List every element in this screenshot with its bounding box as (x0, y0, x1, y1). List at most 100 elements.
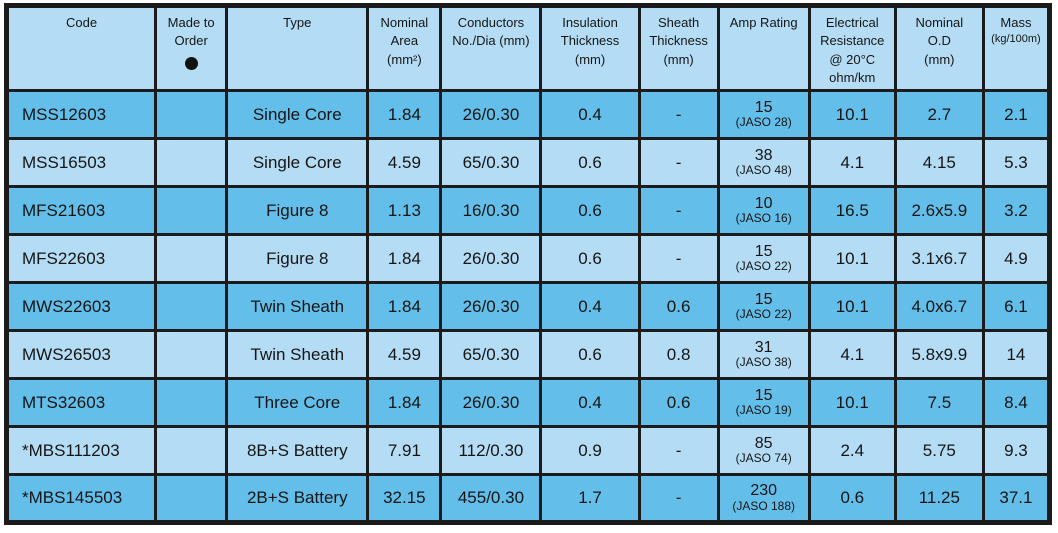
cell-type: Twin Sheath (225, 281, 370, 332)
amp-value: 15 (754, 242, 773, 260)
cell-conductors: 26/0.30 (439, 281, 543, 332)
cell-sheath: 0.6 (637, 377, 720, 428)
cell-code: MFS21603 (4, 185, 158, 236)
cell-code: MWS22603 (4, 281, 158, 332)
cell-resistance: 4.1 (807, 137, 897, 188)
table-body: MSS12603 Single Core 1.84 26/0.30 0.4-15 (JAS… (4, 89, 1052, 524)
cell-insulation: 0.4 (539, 89, 641, 140)
cable-spec-table-wrap: Code Made to Order Type Nominal Area (mm²) Cond… (4, 3, 1052, 525)
cell-insulation: 0.6 (539, 329, 641, 380)
cell-sheath: - (637, 137, 720, 188)
table-row: *MBS145503 2B+S Battery 32.15 455/0.30 1.7- 2… (4, 473, 1052, 524)
cell-nominal-area: 4.59 (366, 137, 443, 188)
cell-sheath: 0.6 (637, 281, 720, 332)
cell-nominal-area: 4.59 (366, 329, 443, 380)
header-line: Insulation (562, 15, 618, 30)
header-line: Conductors (457, 15, 525, 30)
cell-resistance: 10.1 (807, 233, 897, 284)
table-row: MSS12603 Single Core 1.84 26/0.30 0.4-15 (JAS… (4, 89, 1052, 140)
cell-od: 2.7 (893, 89, 985, 140)
amp-value: 38 (754, 146, 773, 164)
cell-code: MFS22603 (4, 233, 158, 284)
cell-mass: 5.3 (981, 137, 1052, 188)
header-line: (mm) (574, 51, 606, 67)
table-row: *MBS111203 8B+S Battery 7.91 112/0.30 0.9-85… (4, 425, 1052, 476)
cell-mass: 14 (981, 329, 1052, 380)
column-header-insulation: Insulation Thickness (mm) (539, 4, 641, 92)
cell-nominal-area: 1.84 (366, 89, 443, 140)
cell-od: 7.5 (893, 377, 985, 428)
cell-resistance: 16.5 (807, 185, 897, 236)
cell-insulation: 0.4 (539, 281, 641, 332)
cell-insulation: 0.6 (539, 233, 641, 284)
cell-conductors: 455/0.30 (439, 473, 543, 524)
table-row: MFS21603 Figure 8 1.13 16/0.30 0.6-10 (JASO 1… (4, 185, 1052, 236)
table-row: MFS22603 Figure 8 1.84 26/0.30 0.6-15 (JASO 2… (4, 233, 1052, 284)
cell-nominal-area: 32.15 (366, 473, 443, 524)
cell-conductors: 65/0.30 (439, 329, 543, 380)
header-line: Type (283, 15, 312, 30)
table-header: Code Made to Order Type Nominal Area (mm²) Cond… (4, 4, 1052, 92)
amp-jaso-note: (JASO 38) (735, 355, 792, 370)
cable-spec-table: Code Made to Order Type Nominal Area (mm²) Cond… (4, 3, 1052, 525)
cell-resistance: 10.1 (807, 377, 897, 428)
cell-type: Single Core (225, 89, 370, 140)
header-line: @ 20°C (829, 51, 876, 67)
column-header-mass: Mass (kg/100m) (981, 4, 1052, 92)
cell-made-to-order (154, 473, 229, 524)
cell-resistance: 10.1 (807, 89, 897, 140)
table-row: MTS32603 Three Core 1.84 26/0.30 0.4 0.6 15 (JA… (4, 377, 1052, 428)
table-row: MWS26503 Twin Sheath 4.59 65/0.30 0.6 0.8 31 (J… (4, 329, 1052, 380)
header-line: (mm) (663, 51, 694, 67)
column-header-resistance: Electrical Resistance @ 20°C ohm/km (807, 4, 897, 92)
cell-nominal-area: 1.13 (366, 185, 443, 236)
header-line: Electrical (825, 15, 879, 30)
cell-type: Single Core (225, 137, 370, 188)
cell-made-to-order (154, 281, 229, 332)
cell-code: *MBS145503 (4, 473, 158, 524)
column-header-code: Code (4, 4, 158, 92)
column-header-od: Nominal O.D (mm) (893, 4, 985, 92)
column-header-conductors: Conductors No./Dia (mm) (439, 4, 543, 92)
cell-insulation: 0.6 (539, 185, 641, 236)
header-line: Resistance (820, 33, 885, 49)
column-header-amp: Amp Rating (716, 4, 811, 92)
amp-value: 230 (750, 482, 778, 500)
cell-mass: 8.4 (981, 377, 1052, 428)
table-row: MWS22603 Twin Sheath 1.84 26/0.30 0.4 0.6 15 (J… (4, 281, 1052, 332)
amp-jaso-note: (JASO 188) (732, 498, 796, 513)
header-line: Made to (167, 15, 215, 30)
column-header-made_to_order: Made to Order (154, 4, 229, 92)
cell-od: 5.75 (893, 425, 985, 476)
amp-value: 85 (754, 434, 773, 452)
cell-od: 2.6x5.9 (893, 185, 985, 236)
column-header-type: Type (225, 4, 370, 92)
header-line: No./Dia (mm) (452, 33, 530, 49)
header-line: Nominal (915, 15, 964, 30)
cell-type: Three Core (225, 377, 370, 428)
cell-code: *MBS111203 (4, 425, 158, 476)
cell-type: 2B+S Battery (225, 473, 370, 524)
cell-od: 4.0x6.7 (893, 281, 985, 332)
cell-insulation: 0.9 (539, 425, 641, 476)
cell-mass: 4.9 (981, 233, 1052, 284)
header-line: Area (390, 33, 419, 49)
cell-nominal-area: 1.84 (366, 377, 443, 428)
cell-mass: 9.3 (981, 425, 1052, 476)
cell-type: Twin Sheath (225, 329, 370, 380)
cell-made-to-order (154, 185, 229, 236)
cell-od: 3.1x6.7 (893, 233, 985, 284)
amp-jaso-note: (JASO 19) (735, 403, 792, 418)
cell-sheath: - (637, 473, 720, 524)
cell-conductors: 65/0.30 (439, 137, 543, 188)
cell-code: MWS26503 (4, 329, 158, 380)
cell-sheath: - (637, 89, 720, 140)
header-line: Thickness (560, 33, 620, 49)
header-line: O.D (927, 33, 951, 49)
column-header-sheath: Sheath Thickness (mm) (637, 4, 720, 92)
cell-sheath: - (637, 185, 720, 236)
cell-insulation: 1.7 (539, 473, 641, 524)
amp-value: 15 (754, 386, 773, 404)
made-to-order-bullet-icon (184, 56, 198, 70)
header-line: (mm²) (387, 51, 422, 67)
